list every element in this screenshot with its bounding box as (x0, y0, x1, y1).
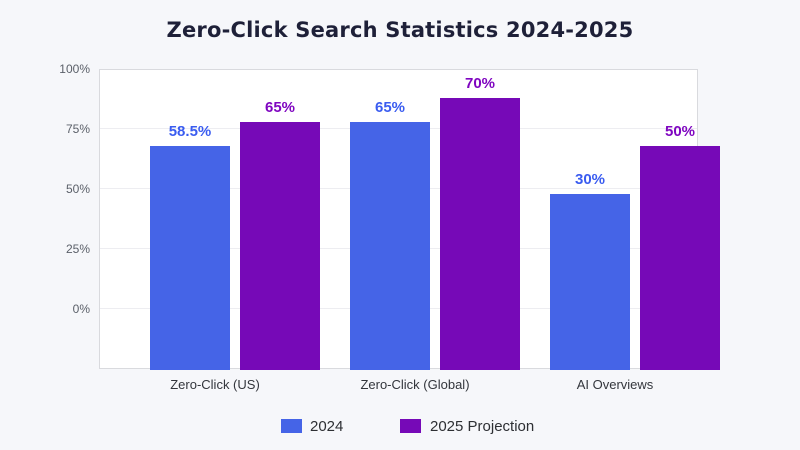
bar-2025-ai-overviews (640, 146, 720, 370)
value-label-2024-zero-click-us: 58.5% (168, 123, 212, 140)
value-label-2025-zero-click-global: 70% (464, 75, 496, 92)
bar-2025-zero-click-global (440, 98, 520, 370)
legend-swatch-2025-projection (400, 419, 421, 433)
legend: 2024 2025 Projection (0, 415, 800, 439)
bar-2024-zero-click-us (150, 146, 230, 370)
chart-title: Zero-Click Search Statistics 2024-2025 (166, 18, 634, 42)
y-axis-tick-75: 75% (65, 122, 90, 136)
value-label-2025-ai-overviews: 50% (664, 123, 696, 140)
y-axis-tick-50: 50% (65, 182, 90, 196)
x-axis-label-ai-overviews: AI Overviews (576, 377, 654, 392)
value-label-2024-zero-click-global: 65% (374, 99, 406, 116)
value-label-2024-ai-overviews: 30% (574, 171, 606, 188)
bar-2024-zero-click-global (350, 122, 430, 370)
x-axis-label-zero-click-global: Zero-Click (Global) (360, 377, 470, 392)
y-axis-tick-25: 25% (65, 242, 90, 256)
legend-label-2025-projection: 2025 Projection (430, 418, 535, 435)
bar-2025-zero-click-us (240, 122, 320, 370)
y-axis-tick-100: 100% (59, 62, 90, 76)
value-label-2025-zero-click-us: 65% (264, 99, 296, 116)
x-axis-label-zero-click-us: Zero-Click (US) (170, 377, 260, 392)
y-axis-tick-0: 0% (72, 302, 90, 316)
bar-2024-ai-overviews (550, 194, 630, 370)
legend-swatch-2024 (281, 419, 302, 433)
legend-label-2024: 2024 (310, 418, 344, 435)
